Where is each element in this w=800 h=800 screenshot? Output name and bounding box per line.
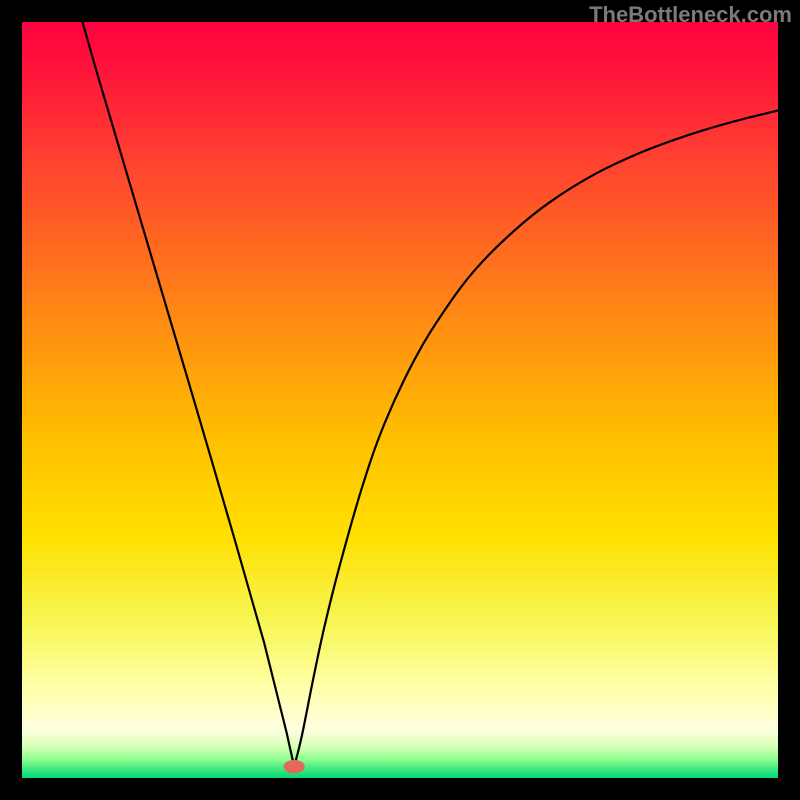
- bottleneck-chart: [22, 22, 778, 778]
- minimum-marker: [284, 760, 305, 774]
- figure-root: { "figure": { "width_px": 800, "height_p…: [0, 0, 800, 800]
- watermark-text: TheBottleneck.com: [589, 2, 792, 28]
- chart-background: [22, 22, 778, 778]
